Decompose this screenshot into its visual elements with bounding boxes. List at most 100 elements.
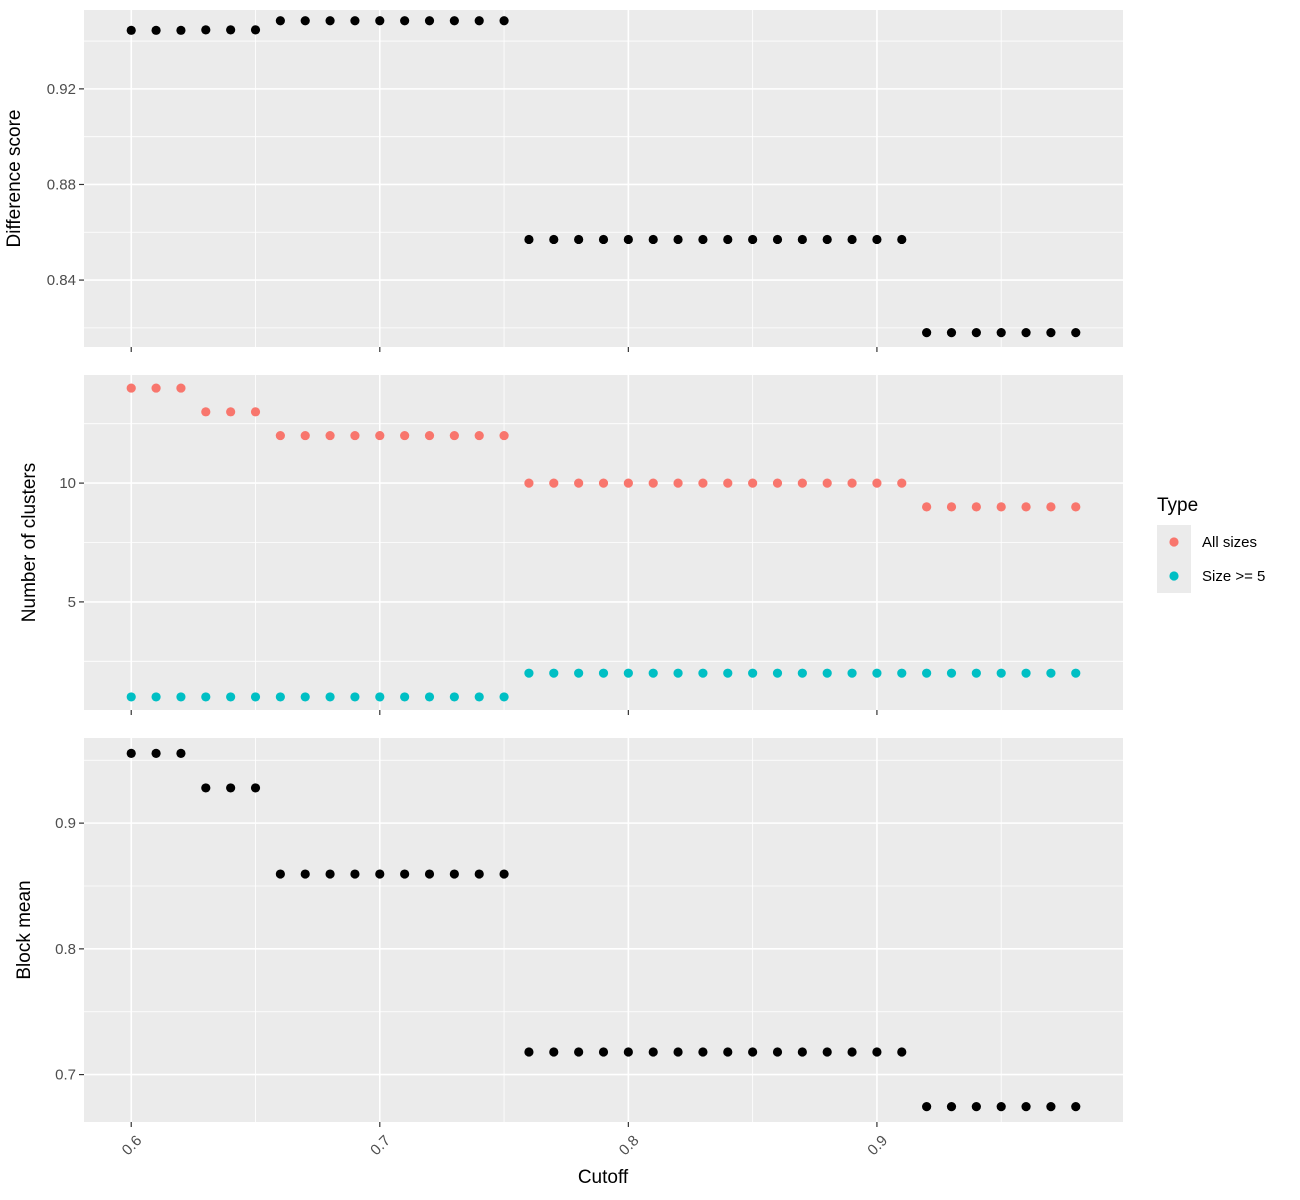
series-1 <box>126 16 1081 338</box>
data-point <box>126 383 136 393</box>
legend-label: Size >= 5 <box>1202 568 1265 585</box>
data-point <box>996 328 1006 338</box>
legend-entry: Size >= 5 <box>1157 559 1265 593</box>
data-point <box>1071 668 1081 678</box>
data-point <box>350 869 360 879</box>
data-point <box>698 478 708 488</box>
y-axis-title: Number of clusters <box>19 463 40 622</box>
data-point <box>598 478 609 488</box>
legend-title: Type <box>1157 495 1198 516</box>
data-point <box>598 1047 609 1057</box>
legend: Type All sizes Size >= 5 <box>1157 495 1265 593</box>
data-point <box>375 692 385 702</box>
y-tick-label: 0.7 <box>55 1067 76 1084</box>
data-point <box>897 478 907 488</box>
data-point <box>698 1047 708 1057</box>
data-point <box>176 25 186 35</box>
data-point <box>772 1047 783 1057</box>
data-point <box>151 692 161 702</box>
data-point <box>424 16 435 26</box>
data-point <box>1021 1102 1031 1112</box>
data-point <box>250 407 261 417</box>
data-point <box>822 1047 832 1057</box>
y-tick-label: 0.84 <box>47 272 76 289</box>
data-point <box>897 234 907 245</box>
data-point <box>201 783 211 793</box>
data-point <box>176 692 186 702</box>
data-point <box>673 234 683 245</box>
data-point <box>1021 328 1031 338</box>
data-point <box>126 692 136 702</box>
data-point <box>325 16 335 26</box>
data-point <box>673 1047 683 1057</box>
data-point <box>847 234 857 245</box>
data-point <box>201 25 211 35</box>
data-point <box>1046 668 1056 678</box>
data-point <box>723 478 733 488</box>
y-tick-label: 10 <box>59 475 76 492</box>
data-point <box>822 478 832 488</box>
data-point <box>549 1047 559 1057</box>
data-point <box>822 668 832 678</box>
data-point <box>897 1047 907 1057</box>
data-point <box>648 478 658 488</box>
data-point <box>151 748 161 758</box>
x-tick-label: 0.8 <box>616 1132 643 1159</box>
data-point <box>648 1047 658 1057</box>
data-point <box>250 25 261 35</box>
data-point <box>499 869 509 879</box>
data-point <box>474 430 484 441</box>
data-point <box>598 668 609 678</box>
data-point <box>748 668 758 678</box>
series-2 <box>126 668 1081 702</box>
data-point <box>275 692 285 702</box>
data-point <box>748 1047 758 1057</box>
data-point <box>574 234 584 245</box>
legend-entry: All sizes <box>1157 525 1257 559</box>
series-1 <box>126 748 1081 1112</box>
data-point <box>922 1102 932 1112</box>
data-point <box>375 430 385 441</box>
data-point <box>449 692 459 702</box>
data-point <box>226 783 236 793</box>
data-point <box>350 692 360 702</box>
data-point <box>797 1047 807 1057</box>
panel-background <box>84 738 1123 1122</box>
data-point <box>772 234 783 245</box>
data-point <box>300 16 310 26</box>
data-point <box>375 869 385 879</box>
data-point <box>499 430 509 441</box>
data-point <box>872 668 882 678</box>
data-point <box>325 430 335 441</box>
data-point <box>524 234 534 245</box>
y-tick-label: 0.88 <box>47 176 76 193</box>
data-point <box>723 1047 733 1057</box>
data-point <box>623 478 633 488</box>
data-point <box>673 478 683 488</box>
data-point <box>623 668 633 678</box>
data-point <box>598 234 609 245</box>
data-point <box>250 692 261 702</box>
data-point <box>772 668 783 678</box>
data-point <box>275 16 285 26</box>
data-point <box>996 502 1006 512</box>
x-tick-label: 0.7 <box>367 1132 394 1159</box>
data-point <box>648 234 658 245</box>
data-point <box>549 478 559 488</box>
data-point <box>922 502 932 512</box>
y-tick-label: 0.92 <box>47 81 76 98</box>
data-point <box>375 16 385 26</box>
data-point <box>574 668 584 678</box>
panel-background <box>84 10 1123 347</box>
data-point <box>549 234 559 245</box>
data-point <box>250 783 261 793</box>
data-point <box>275 430 285 441</box>
x-tick-label: 0.6 <box>119 1132 146 1159</box>
legend-swatch <box>1169 571 1179 581</box>
data-point <box>449 16 459 26</box>
y-tick-label: 0.9 <box>55 815 76 832</box>
data-point <box>946 328 957 338</box>
data-point <box>1021 502 1031 512</box>
data-point <box>524 1047 534 1057</box>
data-point <box>226 407 236 417</box>
